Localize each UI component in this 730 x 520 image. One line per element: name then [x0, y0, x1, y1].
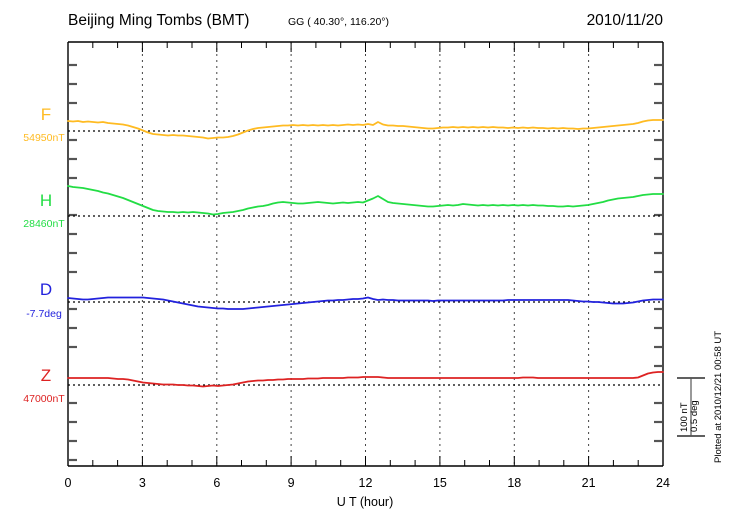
- plotted-at-note: Plotted at 2010/12/21 00:58 UT: [713, 331, 724, 463]
- component-letter-h: H: [40, 191, 52, 210]
- scale-bar-label-deg: 0.5 deg: [689, 400, 700, 432]
- trace-f: [67, 119, 664, 140]
- component-label-d: D -7.7deg: [26, 280, 62, 320]
- xtick-label-3: 3: [139, 476, 146, 490]
- left-axis-minor-marks: [69, 63, 77, 462]
- xtick-label-15: 15: [433, 476, 447, 490]
- bottom-axis-ticks: [67, 456, 664, 466]
- geographic-coordinates: GG ( 40.30°, 116.20°): [288, 16, 389, 28]
- x-axis-title: U T (hour): [337, 495, 394, 509]
- component-baseline-value-d: -7.7deg: [26, 308, 62, 320]
- component-baseline-value-h: 28460nT: [23, 218, 65, 230]
- xtick-label-24: 24: [656, 476, 670, 490]
- component-baselines: [68, 130, 663, 386]
- xtick-label-21: 21: [582, 476, 596, 490]
- xtick-label-18: 18: [507, 476, 521, 490]
- observation-date: 2010/11/20: [587, 12, 664, 29]
- trace-z: [67, 371, 664, 388]
- component-letter-f: F: [41, 105, 51, 124]
- xtick-label-9: 9: [288, 476, 295, 490]
- component-label-h: H 28460nT: [23, 191, 65, 230]
- component-label-z: Z 47000nT: [23, 366, 65, 405]
- component-label-f: F 54950nT: [23, 105, 65, 144]
- xtick-label-0: 0: [65, 476, 72, 490]
- component-baseline-value-z: 47000nT: [23, 393, 65, 405]
- vertical-gridlines: [141, 42, 590, 466]
- page-title: Beijing Ming Tombs (BMT): [68, 12, 249, 29]
- scale-bar-label-nt: 100 nT: [679, 402, 690, 432]
- component-baseline-value-f: 54950nT: [23, 132, 65, 144]
- component-letter-z: Z: [41, 366, 51, 385]
- trace-h: [67, 185, 664, 216]
- right-axis-minor-marks: [654, 63, 662, 443]
- top-axis-ticks: [67, 42, 664, 52]
- scale-bar: [677, 377, 705, 437]
- component-letter-d: D: [40, 280, 52, 299]
- xtick-label-12: 12: [359, 476, 373, 490]
- xtick-label-6: 6: [213, 476, 220, 490]
- trace-d: [67, 296, 664, 310]
